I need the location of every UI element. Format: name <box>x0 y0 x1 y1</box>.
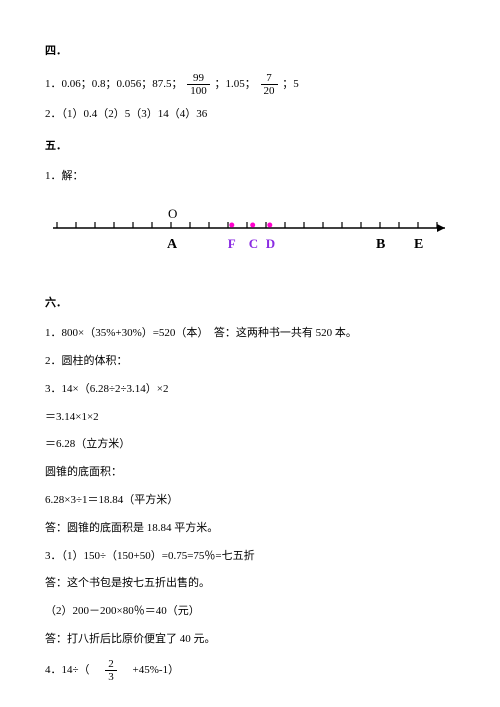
section-6-title: 六． <box>45 294 455 314</box>
s6-line5: ＝6.28（立方米） <box>45 435 455 455</box>
s4-line2: 2．（1）0.4（2）5（3）14（4）36 <box>45 105 455 125</box>
svg-text:D: D <box>266 236 275 251</box>
frac-num: 99 <box>187 72 210 85</box>
s4-l1-mid: ；1.05； <box>215 78 256 90</box>
s4-line1: 1．0.06；0.8；0.056；87.5； 99 100 ；1.05； 7 2… <box>45 72 455 97</box>
s6-line13: 4．14÷（ 2 3 +45%-1） <box>45 658 455 683</box>
s6-line11: （2）200－200×80％＝40（元） <box>45 602 455 622</box>
s6-line8: 答：圆锥的底面积是 18.84 平方米。 <box>45 519 455 539</box>
svg-text:O: O <box>168 206 177 221</box>
svg-text:A: A <box>167 237 178 252</box>
frac-den: 3 <box>105 671 117 683</box>
s6-line6: 圆锥的底面积： <box>45 463 455 483</box>
s6-line2: 2．圆柱的体积： <box>45 352 455 372</box>
frac-den: 100 <box>187 85 210 97</box>
number-line: O A FCD B E <box>45 204 455 274</box>
fraction-99-100: 99 100 <box>187 72 210 97</box>
frac-den: 20 <box>261 85 278 97</box>
s6-l13-prefix: 4．14÷（ <box>45 664 101 676</box>
s6-l13-suffix: +45%-1） <box>122 664 180 676</box>
svg-text:F: F <box>228 236 236 251</box>
fraction-7-20: 7 20 <box>261 72 278 97</box>
s6-line12: 答：打八折后比原价便宜了 40 元。 <box>45 630 455 650</box>
s5-line1: 1．解： <box>45 167 455 187</box>
s6-line10: 答：这个书包是按七五折出售的。 <box>45 574 455 594</box>
svg-text:C: C <box>249 236 258 251</box>
frac-num: 7 <box>261 72 278 85</box>
section-5-title: 五． <box>45 137 455 157</box>
s6-line1: 1．800×（35%+30%）=520（本） 答：这两种书一共有 520 本。 <box>45 324 455 344</box>
frac-num: 2 <box>105 658 117 671</box>
fraction-2-3: 2 3 <box>105 658 117 683</box>
s6-line7: 6.28×3÷1＝18.84（平方米） <box>45 491 455 511</box>
s6-line4: ＝3.14×1×2 <box>45 408 455 428</box>
svg-text:B: B <box>376 237 385 252</box>
s6-line9: 3．（1）150÷（150+50）=0.75=75％=七五折 <box>45 547 455 567</box>
svg-text:E: E <box>414 237 423 252</box>
section-4-title: 四． <box>45 42 455 62</box>
s4-l1-suffix: ；5 <box>282 78 299 90</box>
s6-line3: 3．14×（6.28÷2÷3.14）×2 <box>45 380 455 400</box>
s4-l1-prefix: 1．0.06；0.8；0.056；87.5； <box>45 78 183 90</box>
